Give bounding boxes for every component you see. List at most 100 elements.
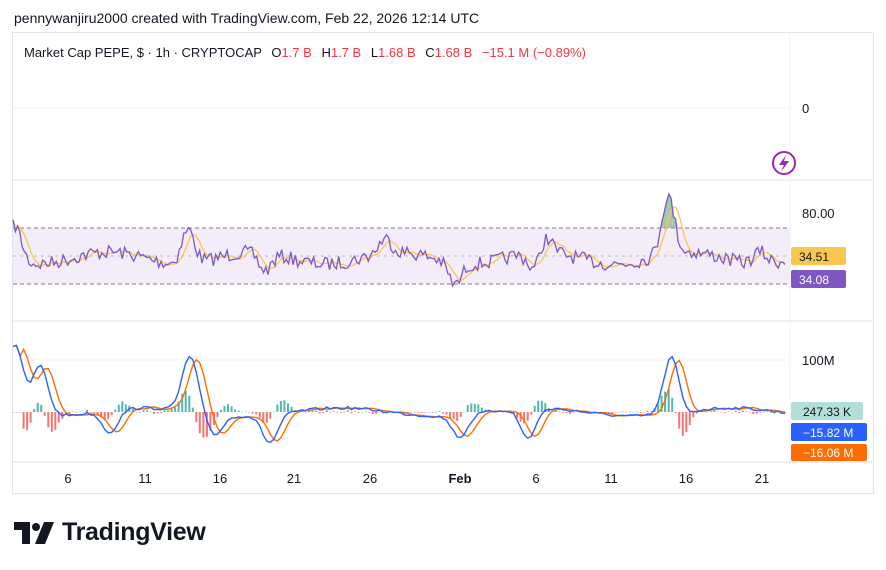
macd-histogram-bar — [413, 411, 416, 413]
macd-histogram-bar — [209, 412, 212, 431]
macd-histogram-bar — [519, 412, 522, 422]
time-label: 21 — [755, 471, 769, 486]
macd-hist-badge-text: 247.33 K — [803, 405, 851, 419]
macd-histogram-bar — [491, 412, 494, 413]
macd-histogram-bar — [727, 411, 730, 412]
macd-histogram-bar — [565, 412, 568, 413]
macd-histogram-bar — [710, 411, 712, 412]
macd-histogram-bar — [650, 411, 652, 412]
macd-histogram-bar — [57, 412, 60, 423]
chart-frame — [12, 32, 874, 494]
macd-histogram-bar — [487, 410, 490, 412]
macd-histogram-bar — [191, 407, 194, 412]
macd-histogram-bar — [410, 412, 413, 413]
macd-histogram-bar — [572, 412, 575, 413]
macd-histogram-bar — [688, 412, 691, 426]
macd-badge — [791, 423, 867, 441]
macd-histogram-bar — [762, 411, 765, 413]
macd-histogram-bar — [156, 412, 159, 414]
macd-histogram-bar — [681, 412, 684, 436]
macd-histogram-bar — [678, 412, 681, 429]
macd-histogram-bar — [660, 395, 663, 412]
macd-histogram-bar — [456, 412, 459, 421]
macd-histogram-bar — [449, 412, 452, 419]
macd-histogram-bar — [287, 403, 289, 412]
macd-histogram-bar — [621, 411, 624, 413]
macd-histogram-bar — [473, 403, 476, 412]
close-label: C — [425, 45, 435, 60]
macd-histogram-bar — [322, 412, 325, 413]
rsi-badge-text: 34.08 — [799, 273, 829, 287]
macd-histogram-bar — [205, 412, 208, 437]
macd-histogram-bar — [632, 411, 635, 413]
macd-histogram-bar — [220, 409, 222, 412]
macd-histogram-bar — [75, 412, 78, 413]
time-label: 6 — [64, 471, 71, 486]
price-axis-label: 0 — [802, 101, 809, 116]
time-label-month: Feb — [448, 471, 471, 486]
low-label: L — [370, 45, 379, 60]
macd-histogram-bar — [329, 412, 332, 413]
macd-histogram-bar — [170, 409, 173, 412]
macd-histogram-bar — [184, 391, 187, 412]
macd-histogram-bar — [43, 412, 46, 416]
macd-histogram-bar — [121, 401, 124, 412]
macd-histogram-bar — [12, 412, 14, 413]
macd-histogram-bar — [784, 412, 786, 413]
macd-histogram-bar — [33, 409, 36, 412]
macd-histogram-bar — [569, 412, 571, 414]
macd-histogram-bar — [26, 412, 29, 431]
time-axis[interactable]: 6 11 16 21 26 Feb 6 11 16 21 — [64, 471, 769, 486]
macd-histogram-bar — [540, 400, 543, 412]
macd-badge-text: −15.82 M — [803, 426, 853, 440]
macd-histogram-bar — [635, 411, 638, 413]
macd-histogram-bar — [445, 412, 448, 415]
macd-histogram-bar — [618, 411, 621, 413]
time-label: 16 — [213, 471, 227, 486]
macd-histogram-bar — [332, 411, 335, 412]
rsi-badge — [791, 270, 846, 288]
macd-histogram-bar — [667, 389, 670, 412]
macd-histogram-bar — [15, 412, 18, 413]
lightning-icon[interactable] — [772, 151, 796, 175]
low-value: 1.68 B — [378, 45, 416, 60]
macd-histogram-bar — [100, 412, 103, 418]
macd-histogram-bar — [357, 412, 360, 413]
macd-histogram-bar — [576, 411, 578, 413]
macd-histogram-bar — [149, 411, 152, 413]
macd-histogram-bar — [153, 412, 155, 414]
rsi-ma-badge-text: 34.51 — [799, 250, 829, 264]
macd-histogram-bar — [68, 412, 71, 414]
rsi-axis-label: 80.00 — [802, 206, 835, 221]
macd-histogram-bar — [255, 412, 258, 415]
macd-histogram-bar — [470, 403, 473, 412]
macd-histogram-bar — [628, 411, 631, 413]
macd-histogram-bar — [459, 412, 462, 417]
macd-histogram-bar — [420, 412, 423, 413]
macd-histogram-bar — [614, 412, 617, 413]
macd-histogram-bar — [251, 412, 254, 414]
macd-histogram-bar — [269, 412, 272, 419]
symbol-title[interactable]: Market Cap PEPE, $ · 1h · CRYPTOCAP — [24, 45, 262, 60]
macd-histogram-bar — [174, 407, 177, 412]
time-label: 26 — [363, 471, 377, 486]
macd-histogram-bar — [769, 412, 772, 413]
macd-histogram-bar — [138, 412, 141, 413]
symbol-header: Market Cap PEPE, $ · 1h · CRYPTOCAP O1.7… — [24, 45, 586, 60]
high-value: 1.7 B — [330, 45, 362, 60]
macd-histogram-bar — [512, 412, 515, 414]
macd-histogram-bar — [350, 412, 353, 414]
macd-histogram-bar — [163, 410, 166, 412]
macd-histogram-bar — [124, 404, 127, 412]
macd-histogram-bar — [516, 412, 519, 419]
macd-histogram-bar — [523, 412, 526, 424]
macd-histogram-bar — [674, 412, 677, 413]
macd-histogram-bar — [311, 410, 314, 412]
macd-histogram-bar — [107, 412, 110, 420]
macd-histogram-bar — [671, 397, 674, 412]
macd-histogram-bar — [657, 403, 660, 412]
tradingview-logo[interactable]: TradingView — [14, 518, 206, 547]
macd-histogram-bar — [706, 411, 709, 413]
macd-histogram-bar — [50, 412, 53, 432]
